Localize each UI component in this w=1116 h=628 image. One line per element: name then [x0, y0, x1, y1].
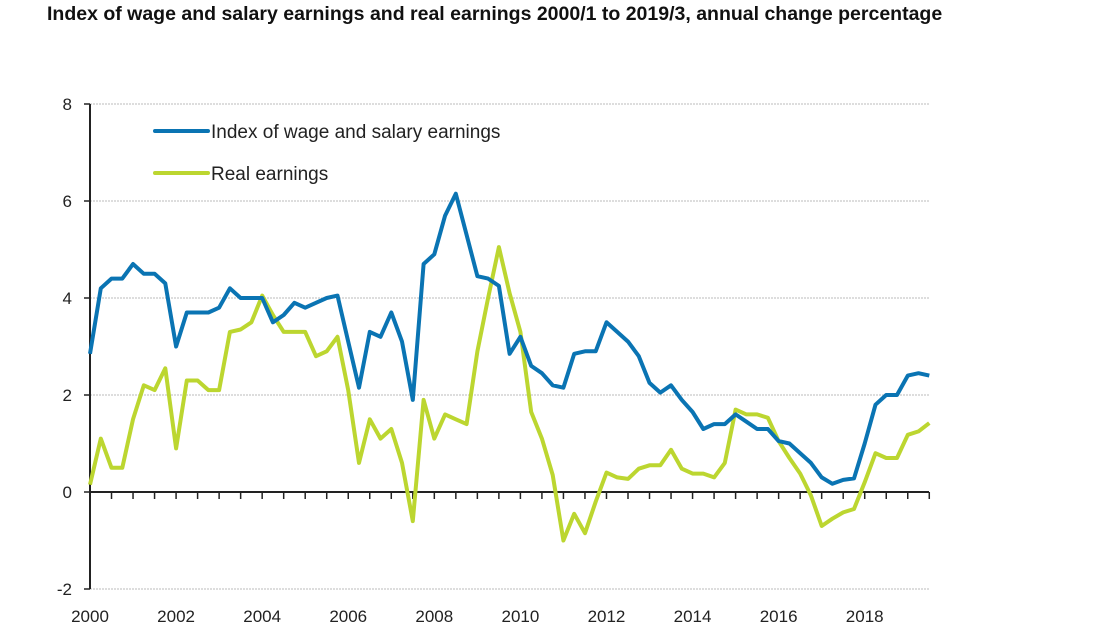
legend: Index of wage and salary earnings Real ea… — [153, 122, 500, 185]
y-tick-label: 0 — [63, 483, 72, 502]
x-tick-label: 2016 — [760, 607, 798, 626]
legend-label: Real earnings — [211, 164, 328, 185]
gridlines — [90, 103, 929, 590]
x-tick-label: 2012 — [588, 607, 626, 626]
y-tick-label: 4 — [63, 289, 72, 308]
legend-label: Index of wage and salary earnings — [211, 122, 500, 143]
series-line — [88, 191, 930, 486]
y-tick-label: 2 — [63, 386, 72, 405]
x-tick-label: 2014 — [674, 607, 712, 626]
series-line — [88, 245, 931, 543]
x-tick-label: 2002 — [157, 607, 195, 626]
x-tick-label: 2004 — [243, 607, 281, 626]
series-lines — [88, 191, 931, 543]
x-tick-label: 2010 — [501, 607, 539, 626]
x-tick-label: 2006 — [329, 607, 367, 626]
y-tick-label: -2 — [57, 580, 72, 599]
x-tick-label: 2018 — [846, 607, 884, 626]
chart-title: Index of wage and salary earnings and re… — [47, 3, 943, 25]
x-tick-label: 2000 — [71, 607, 109, 626]
y-tick-label: 6 — [63, 192, 72, 211]
x-tick-label: 2008 — [415, 607, 453, 626]
y-tick-label: 8 — [63, 95, 72, 114]
